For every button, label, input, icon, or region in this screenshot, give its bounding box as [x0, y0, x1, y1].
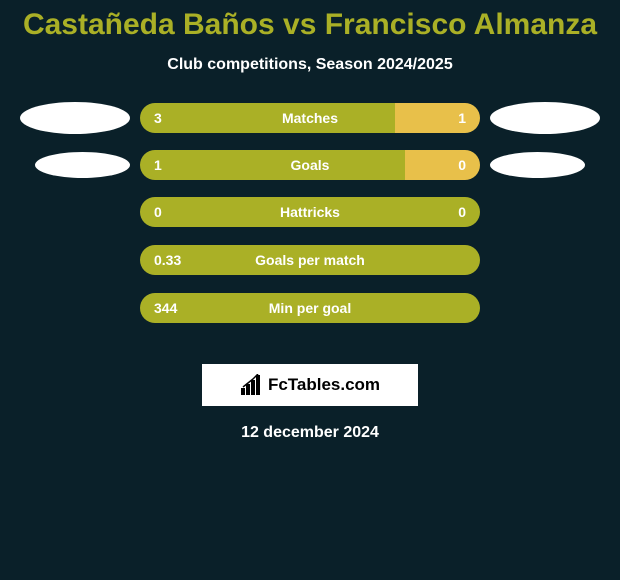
stat-value-left: 0 [154, 204, 162, 220]
stat-value-right: 1 [458, 110, 466, 126]
stat-label: Min per goal [269, 300, 351, 316]
stat-bar-left: 3 [140, 103, 395, 133]
page-title: Castañeda Baños vs Francisco Almanza [23, 8, 597, 42]
stat-row: 344 Min per goal [20, 292, 600, 324]
footer-brand-text: FcTables.com [268, 375, 380, 395]
side-spacer [20, 196, 130, 228]
player-marker-right [490, 152, 585, 178]
stat-value-left: 1 [154, 157, 162, 173]
stat-row: 0 0 Hattricks [20, 196, 600, 228]
stat-label: Goals [291, 157, 330, 173]
page-subtitle: Club competitions, Season 2024/2025 [167, 56, 452, 74]
player-marker-left [20, 102, 130, 134]
stat-bar: 3 1 Matches [140, 103, 480, 133]
stat-bar: 344 Min per goal [140, 293, 480, 323]
stat-bar: 0.33 Goals per match [140, 245, 480, 275]
date-text: 12 december 2024 [241, 424, 379, 442]
side-spacer [490, 292, 600, 324]
stat-value-left: 0.33 [154, 252, 181, 268]
stat-bar-right: 0 [405, 150, 480, 180]
player-marker-left [35, 152, 130, 178]
footer-badge: FcTables.com [202, 364, 418, 406]
stats-container: 3 1 Matches 1 0 Goals 0 0 Hattricks 0.33 Goals per… [20, 102, 600, 340]
stat-bar: 1 0 Goals [140, 150, 480, 180]
stat-value-left: 3 [154, 110, 162, 126]
side-spacer [490, 244, 600, 276]
stat-value-right: 0 [458, 157, 466, 173]
stat-value-right: 0 [458, 204, 466, 220]
stat-label: Hattricks [280, 204, 340, 220]
side-spacer [20, 292, 130, 324]
stat-row: 1 0 Goals [20, 150, 600, 180]
chart-bars-icon [240, 374, 262, 396]
stat-value-left: 344 [154, 300, 177, 316]
stat-row: 3 1 Matches [20, 102, 600, 134]
side-spacer [20, 244, 130, 276]
stat-bar: 0 0 Hattricks [140, 197, 480, 227]
side-spacer [490, 196, 600, 228]
stat-label: Matches [282, 110, 338, 126]
player-marker-right [490, 102, 600, 134]
stat-bar-right: 1 [395, 103, 480, 133]
stat-bar-left: 1 [140, 150, 405, 180]
stat-row: 0.33 Goals per match [20, 244, 600, 276]
stat-label: Goals per match [255, 252, 365, 268]
